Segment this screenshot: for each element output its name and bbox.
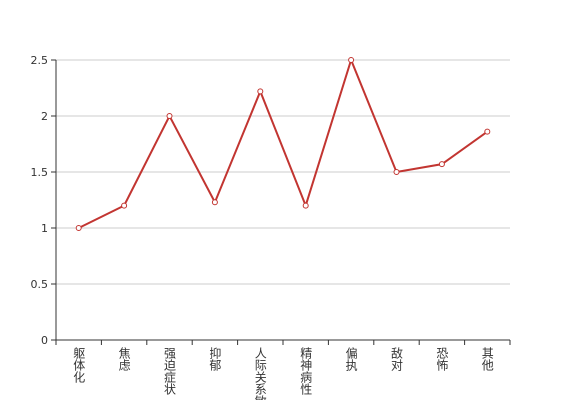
x-tick-label: 偏执 bbox=[344, 346, 358, 372]
point bbox=[211, 199, 218, 206]
line bbox=[78, 57, 488, 229]
y-tick-label: 1 bbox=[41, 222, 48, 235]
point bbox=[393, 169, 400, 175]
y-tick-label: 1.5 bbox=[31, 166, 49, 179]
point bbox=[484, 128, 491, 135]
x-tick-label: 躯体化 bbox=[72, 346, 86, 384]
x-tick-label: 恐怖 bbox=[435, 347, 449, 371]
x-tick-label: 强迫症状 bbox=[163, 347, 177, 395]
point bbox=[257, 88, 264, 95]
y-tick-label: 2 bbox=[41, 110, 48, 123]
point bbox=[166, 113, 173, 119]
y-tick-label: 0 bbox=[41, 334, 48, 347]
point bbox=[302, 202, 309, 209]
y-tick-label: 2.5 bbox=[31, 54, 49, 67]
x-tick-label: 精神病性 bbox=[299, 347, 313, 396]
y-tick-label: 0.5 bbox=[31, 278, 49, 291]
point bbox=[75, 225, 82, 231]
x-tick-label: 敌对 bbox=[390, 346, 404, 371]
point bbox=[121, 202, 128, 209]
point bbox=[438, 161, 445, 168]
x-tick-label: 抑郁 bbox=[208, 346, 222, 372]
point bbox=[348, 57, 355, 63]
x-tick-label: 人际关系敏感 bbox=[253, 347, 267, 400]
x-tick-label: 其他 bbox=[480, 347, 494, 371]
x-tick-label: 焦虑 bbox=[117, 347, 131, 371]
